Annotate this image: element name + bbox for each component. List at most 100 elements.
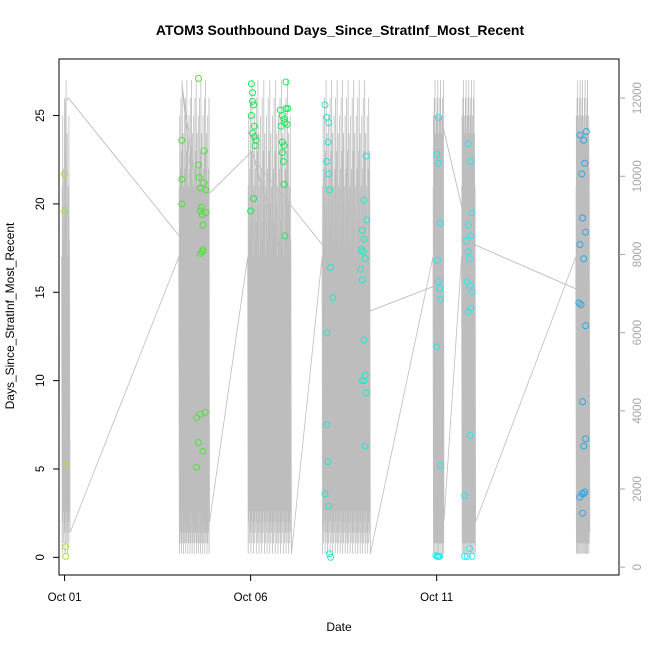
data-point [200,147,208,155]
data-point [361,255,369,263]
data-point [356,265,364,273]
data-point [582,128,590,135]
data-point [361,442,369,450]
data-point [464,308,472,316]
data-point [461,492,469,499]
x-tick-label: Oct 01 [48,592,82,604]
data-point [580,136,588,144]
data-point [576,493,584,501]
data-point [281,119,289,127]
data-point [178,200,186,208]
data-point [284,105,292,112]
data-point [580,255,588,263]
data-point [202,209,210,217]
data-point [193,463,201,471]
data-point [324,138,332,146]
data-point [252,136,260,144]
data-point [326,550,333,558]
plot-frame [58,58,620,576]
data-point [280,115,288,123]
data-point [325,119,333,127]
data-point [464,221,472,229]
data-point [281,232,289,240]
data-point [575,299,583,307]
trace-lines [61,80,591,554]
y-right-tick-label: 4000 [632,398,644,424]
data-point [360,377,368,385]
data-point [580,442,588,450]
data-point [329,294,336,302]
data-point [361,371,369,379]
data-point [462,237,470,245]
data-point [323,421,331,429]
data-point [436,552,444,560]
x-axis-label: Date [326,620,352,634]
y-tick-label: 10 [35,374,47,387]
data-point [199,221,207,229]
data-point [62,543,70,551]
data-point [249,97,256,105]
data-point [195,74,202,82]
data-point [436,219,444,227]
data-point [178,175,186,183]
data-point [360,336,368,344]
y-right-tick-label: 0 [632,564,644,570]
data-point [324,458,332,466]
y-right-tick-label: 6000 [632,320,644,346]
data-point [436,295,444,303]
data-point [465,255,473,263]
data-point [581,488,589,496]
data-point [363,216,371,224]
data-point [435,278,442,286]
data-point [463,552,471,560]
data-point [359,248,367,256]
data-point [199,447,207,455]
data-point [62,552,70,560]
data-point [433,150,441,158]
data-point [436,285,444,293]
data-point [198,248,206,256]
data-point [202,186,210,194]
x-tick-label: Oct 11 [420,592,453,604]
data-point [247,207,255,215]
y-right-tick-label: 12000 [632,82,644,114]
y-right-tick-label: 2000 [632,476,644,502]
data-point [280,181,288,188]
data-point [360,196,368,204]
data-point [326,186,333,194]
data-point [358,276,366,284]
y-right-tick-label: 10000 [632,160,644,192]
data-point [61,170,69,178]
data-point [195,173,203,181]
data-point [578,170,586,178]
y-right-tick-label: 8000 [632,242,644,268]
data-point [433,343,441,351]
trace-trend-line [64,83,584,508]
axes: 0 5 10 15 20 25 Oct 01 Oct 06 Oct 11 0 2000 4000 600… [35,82,644,604]
data-point [251,142,259,150]
data-point [321,101,329,109]
data-point [466,158,474,165]
data-point [278,138,286,146]
data-point [198,211,206,218]
data-point [249,129,256,137]
data-point [62,461,70,469]
trace-vertical-lines [61,80,591,554]
data-point [247,80,255,88]
data-point [435,113,442,121]
data-point [323,158,331,165]
data-point [327,553,335,561]
data-point [325,170,333,178]
data-point [579,509,586,517]
data-point [250,101,258,109]
data-point [468,552,476,560]
data-point [327,264,335,271]
data-point [468,209,476,217]
data-point [467,232,475,240]
data-point [247,112,255,119]
data-point [200,179,208,187]
data-point [282,78,290,86]
data-point [196,410,204,418]
data-point [279,158,287,165]
data-point [277,122,285,130]
